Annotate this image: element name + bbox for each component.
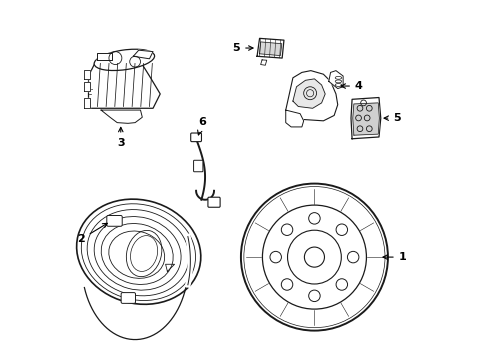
- Text: 3: 3: [117, 127, 124, 148]
- Polygon shape: [83, 69, 89, 79]
- FancyBboxPatch shape: [207, 197, 220, 207]
- FancyBboxPatch shape: [190, 133, 201, 141]
- Polygon shape: [133, 50, 153, 59]
- Polygon shape: [101, 110, 142, 123]
- Text: 4: 4: [340, 81, 362, 91]
- Text: 5: 5: [232, 43, 252, 53]
- Text: 6: 6: [197, 117, 206, 135]
- Polygon shape: [83, 82, 89, 91]
- Text: 5: 5: [383, 113, 400, 123]
- FancyBboxPatch shape: [106, 216, 122, 226]
- Polygon shape: [259, 42, 281, 55]
- FancyBboxPatch shape: [121, 293, 135, 303]
- Polygon shape: [328, 71, 343, 89]
- Polygon shape: [352, 103, 379, 135]
- Polygon shape: [350, 98, 380, 139]
- Polygon shape: [97, 53, 112, 60]
- Polygon shape: [88, 62, 160, 108]
- Polygon shape: [257, 39, 284, 58]
- Polygon shape: [83, 98, 89, 108]
- Circle shape: [241, 184, 387, 330]
- FancyBboxPatch shape: [193, 160, 203, 172]
- Polygon shape: [260, 60, 266, 65]
- Text: 1: 1: [382, 252, 406, 262]
- Polygon shape: [285, 71, 337, 121]
- Polygon shape: [292, 79, 325, 108]
- Text: 2: 2: [77, 223, 107, 244]
- Ellipse shape: [94, 49, 154, 71]
- Polygon shape: [285, 110, 303, 127]
- Ellipse shape: [77, 199, 201, 304]
